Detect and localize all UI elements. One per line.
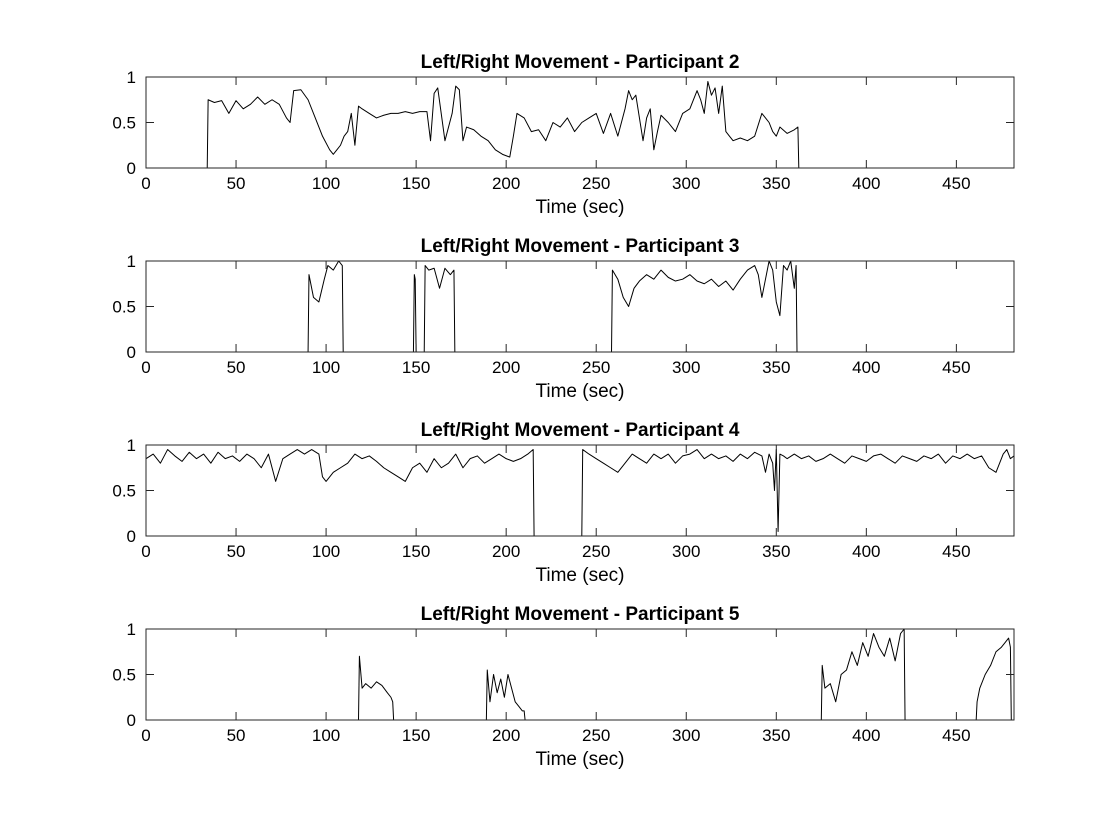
x-tick-label: 250 [582,174,610,193]
series-line-1 [145,449,1015,537]
x-tick-label: 50 [227,726,246,745]
y-tick-label: 1 [127,620,136,639]
series-line-1 [146,628,1014,721]
x-tick-label: 150 [402,542,430,561]
x-tick-label: 0 [141,358,150,377]
x-tick-label: 150 [402,174,430,193]
x-axis-label: Time (sec) [535,565,624,586]
subplot-2: 0 50 100 150 200 250 300 350 400 450 0 0.5 1 Left/Rig… [112,236,1015,402]
series-line-1 [146,81,1014,169]
subplot-1: 0 50 100 150 200 250 300 350 400 450 0 0.5 1 Left/Rig… [112,52,1015,218]
x-tick-label: 100 [312,174,340,193]
x-tick-label: 0 [141,542,150,561]
y-tick-label: 0 [127,343,136,362]
plot-area [146,77,1014,168]
x-tick-label: 0 [141,174,150,193]
subplot-title: Left/Right Movement - Participant 3 [421,236,740,257]
x-tick-label: 400 [852,358,880,377]
subplot-title: Left/Right Movement - Participant 4 [421,420,740,441]
x-tick-label: 400 [852,726,880,745]
x-tick-label: 400 [852,174,880,193]
x-tick-label: 350 [762,542,790,561]
x-tick-label: 200 [492,174,520,193]
x-tick-label: 350 [762,726,790,745]
x-tick-label: 50 [227,174,246,193]
y-tick-label: 0.5 [112,482,136,501]
x-tick-label: 250 [582,358,610,377]
y-tick-label: 0 [127,159,136,178]
subplot-title: Left/Right Movement - Participant 2 [421,52,740,73]
y-tick-label: 0.5 [112,114,136,133]
y-tick-label: 0 [127,711,136,730]
plot-area [146,445,1014,536]
y-tick-label: 0.5 [112,666,136,685]
x-tick-label: 200 [492,542,520,561]
x-tick-label: 100 [312,358,340,377]
x-tick-label: 300 [672,726,700,745]
subplot-3: 0 50 100 150 200 250 300 350 400 450 0 0.5 1 Left/Rig… [112,420,1015,586]
x-axis-label: Time (sec) [535,749,624,770]
x-tick-label: 200 [492,726,520,745]
x-tick-label: 50 [227,542,246,561]
x-tick-label: 150 [402,358,430,377]
x-tick-label: 400 [852,542,880,561]
x-tick-label: 300 [672,174,700,193]
x-axis-label: Time (sec) [535,197,624,218]
subplot-title: Left/Right Movement - Participant 5 [421,604,740,625]
y-tick-label: 0.5 [112,298,136,317]
x-tick-label: 250 [582,542,610,561]
x-tick-label: 150 [402,726,430,745]
x-tick-label: 100 [312,726,340,745]
x-tick-label: 350 [762,358,790,377]
y-tick-label: 0 [127,527,136,546]
x-tick-label: 250 [582,726,610,745]
x-tick-label: 100 [312,542,340,561]
x-tick-label: 0 [141,726,150,745]
x-tick-label: 300 [672,358,700,377]
x-tick-label: 450 [942,542,970,561]
x-tick-label: 50 [227,358,246,377]
subplot-4: 0 50 100 150 200 250 300 350 400 450 0 0.5 1 Left/Rig… [112,604,1015,770]
y-tick-label: 1 [127,436,136,455]
y-tick-label: 1 [127,68,136,87]
x-tick-label: 300 [672,542,700,561]
x-tick-label: 200 [492,358,520,377]
y-tick-label: 1 [127,252,136,271]
x-tick-label: 350 [762,174,790,193]
x-axis-label: Time (sec) [535,381,624,402]
x-tick-label: 450 [942,358,970,377]
plot-area [146,629,1014,720]
plot-area [146,261,1014,352]
x-tick-label: 450 [942,726,970,745]
x-tick-label: 450 [942,174,970,193]
